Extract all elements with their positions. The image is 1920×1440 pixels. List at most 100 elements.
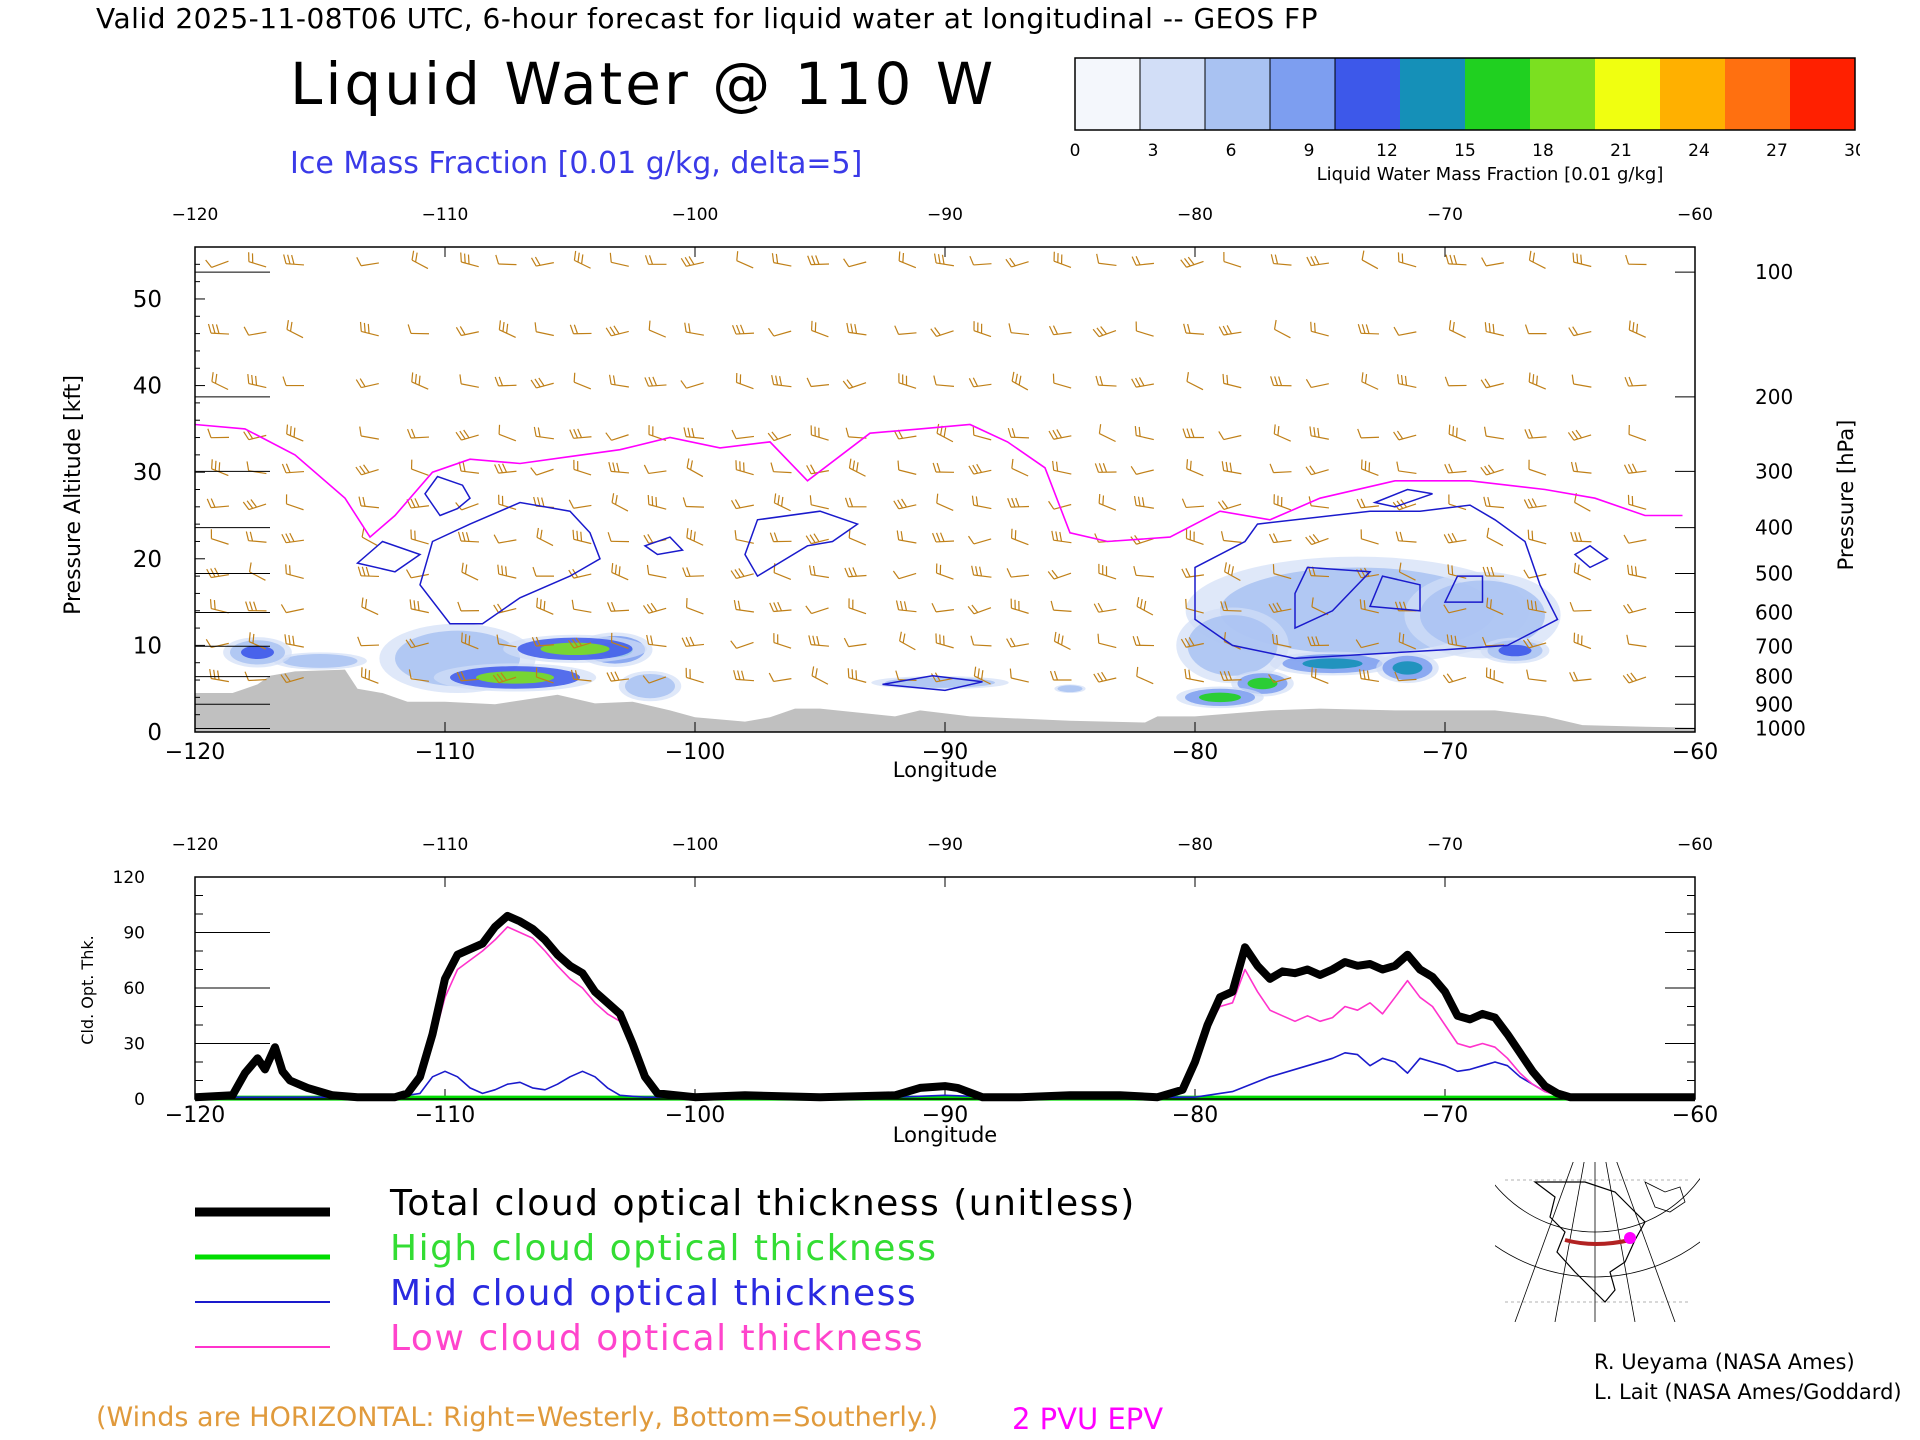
wind-barb [1096, 253, 1117, 267]
wind-barb [844, 497, 867, 508]
wind-barb [935, 563, 954, 580]
wind-barb [285, 494, 304, 511]
color-bar-tick-label: 27 [1766, 141, 1788, 161]
x-tick-label: −80 [1172, 740, 1218, 765]
x-tick-label: −110 [415, 740, 475, 765]
x-tick-label-top: −100 [672, 835, 719, 855]
wind-barb [972, 425, 992, 441]
ice-contour [1194, 504, 1559, 660]
wind-barb [1357, 324, 1380, 335]
wind-barb [680, 256, 704, 267]
wind-barb [731, 324, 755, 335]
x-tick-label-top: −120 [172, 835, 219, 855]
legend-low: Low cloud optical thickness [390, 1318, 924, 1359]
wind-barb [967, 604, 992, 615]
wind-barb [1570, 531, 1592, 543]
wind-barb [807, 255, 830, 266]
credit-author-1: R. Ueyama (NASA Ames) [1594, 1350, 1855, 1374]
wind-barb [494, 463, 517, 474]
pressure-tick-label: 600 [1755, 600, 1793, 624]
wind-barb [495, 254, 517, 266]
x-tick-label: −70 [1422, 1103, 1468, 1128]
wind-barb [535, 667, 554, 684]
wind-barb [1526, 669, 1547, 682]
wind-barb [536, 527, 554, 547]
wind-barb [606, 601, 630, 612]
wind-barb [1567, 429, 1592, 441]
wind-barb [355, 464, 379, 476]
wind-barb [1308, 496, 1330, 509]
wind-barb [894, 325, 917, 335]
y-tick-label: 10 [133, 633, 162, 659]
wind-barb [1482, 566, 1505, 577]
pressure-tick-label: 400 [1755, 516, 1793, 540]
pressure-tick-label: 800 [1755, 665, 1793, 689]
legend-total: Total cloud optical thickness (unitless) [389, 1183, 1136, 1224]
wind-barb [648, 320, 667, 338]
wind-barb [460, 252, 479, 268]
wind-barb [1398, 632, 1417, 650]
wind-barb [1053, 251, 1072, 268]
wind-barb [1484, 322, 1504, 337]
wind-barb [1011, 458, 1029, 477]
wind-barb [808, 565, 829, 579]
page-title: Liquid Water @ 110 W [290, 50, 997, 118]
wind-barb [1186, 459, 1204, 477]
color-bar-frame [1074, 57, 1856, 131]
wind-barb [1393, 326, 1417, 336]
wind-barb [1130, 466, 1154, 475]
wind-barb [1528, 459, 1547, 476]
y-tick-label: 50 [133, 287, 162, 313]
wind-barb [573, 372, 592, 390]
wind-barb [805, 533, 829, 545]
liquid-water-core [241, 645, 274, 659]
liquid-water-blob [1420, 580, 1545, 650]
wind-barb [1183, 323, 1205, 335]
wind-barb [1220, 531, 1242, 544]
wind-barb [1355, 639, 1379, 649]
wind-barb [1272, 634, 1292, 648]
optical-thickness-chart: −120 −120 −110 −110 −100 −100 −90 −90 −80 −80 −70 −… [78, 835, 1718, 1147]
wind-barb [496, 634, 517, 648]
wind-barb [1569, 601, 1592, 612]
y-tick-label: 0 [147, 720, 162, 746]
wind-barb [1219, 670, 1242, 681]
wind-barb [492, 672, 517, 684]
wind-barb [1627, 494, 1647, 510]
wind-barb [808, 635, 830, 647]
pressure-tick-label: 100 [1755, 260, 1793, 284]
wind-barb [1307, 636, 1330, 647]
wind-barb [646, 634, 667, 648]
wind-barb [899, 631, 916, 651]
wind-barb [1396, 461, 1417, 475]
wind-barb [1448, 320, 1466, 339]
wind-barb [1573, 562, 1591, 581]
wind-barb [1268, 602, 1292, 614]
wind-barb [1132, 636, 1155, 647]
wind-barb [286, 320, 304, 339]
wind-barb [611, 493, 629, 512]
color-bar-cell [1595, 58, 1661, 130]
wind-barb [684, 322, 704, 336]
wind-barb [933, 253, 954, 267]
wind-barb [932, 462, 955, 473]
wind-barb [205, 259, 229, 268]
liquid-water-core [1498, 644, 1532, 657]
wind-barb [1305, 465, 1329, 476]
x-tick-label-top: −90 [927, 205, 963, 225]
wind-barb [1182, 428, 1204, 439]
wind-barb [1098, 493, 1117, 511]
wind-barb [355, 378, 379, 389]
wind-barb [1571, 374, 1592, 388]
wind-barb [361, 597, 379, 616]
wind-barb [530, 256, 554, 267]
wind-barb [568, 499, 592, 509]
wind-barb [1224, 562, 1241, 581]
wind-barb [680, 380, 704, 389]
wind-barb [686, 458, 704, 478]
wind-barb [898, 251, 917, 269]
wind-barb [1010, 598, 1029, 614]
wind-barb [457, 601, 480, 612]
x-tick-label-top: −60 [1677, 205, 1713, 225]
wind-barb [1093, 602, 1117, 613]
